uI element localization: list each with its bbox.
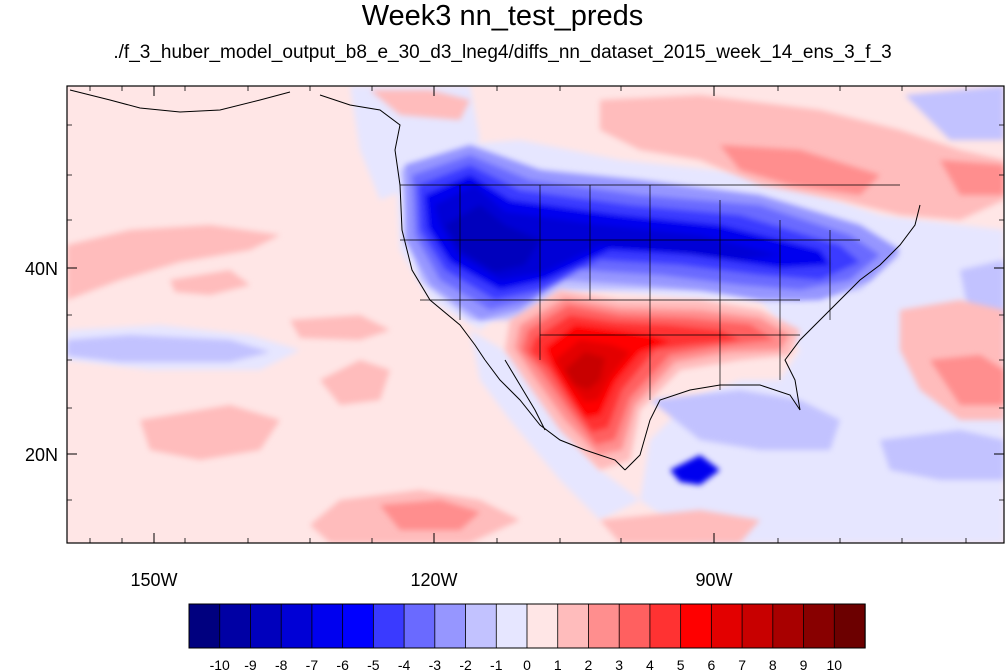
colorbar-label: 5	[677, 657, 685, 672]
x-tick-label: 150W	[130, 570, 177, 590]
colorbar-label: -1	[490, 657, 503, 672]
colorbar-label: -7	[306, 657, 319, 672]
map-title: Week3 nn_test_preds	[361, 0, 644, 32]
map-panel	[67, 86, 1004, 543]
colorbar-swatch	[250, 603, 282, 649]
colorbar-swatch	[680, 603, 713, 649]
colorbar-label: 9	[800, 657, 808, 672]
colorbar-swatch	[557, 603, 590, 649]
x-tick-label: 120W	[410, 570, 457, 590]
colorbar-label: -2	[459, 657, 472, 672]
colorbar-label: 1	[554, 657, 562, 672]
map-subtitle: ./f_3_huber_model_output_b8_e_30_d3_lneg…	[113, 42, 892, 63]
x-axis-labels: 150W 120W 90W	[130, 570, 732, 590]
state-boundaries	[400, 184, 900, 400]
colorbar-outline	[188, 603, 866, 649]
colorbar-label: 7	[738, 657, 746, 672]
colorbar-swatch	[280, 603, 313, 649]
colorbar-label: 10	[826, 657, 842, 672]
colorbar-swatch	[588, 603, 620, 649]
ocean-positive-patches-strong	[380, 145, 1004, 530]
colorbar-swatch	[434, 603, 467, 649]
colorbar-label: -4	[398, 657, 411, 672]
colorbar-swatch	[465, 603, 497, 649]
colorbar-label: 8	[769, 657, 777, 672]
x-tick-label: 90W	[695, 570, 732, 590]
strong-negative-areas	[405, 145, 900, 485]
colorbar-swatch	[403, 603, 436, 649]
map-frame	[66, 85, 1005, 544]
y-tick-label: 20N	[25, 445, 58, 465]
colorbar-label: -8	[275, 657, 288, 672]
colorbar-swatch	[188, 603, 221, 649]
colorbar-swatch	[495, 603, 528, 649]
colorbar-swatch	[803, 603, 835, 649]
colorbar-label: -5	[367, 657, 380, 672]
colorbar-label: 0	[523, 657, 531, 672]
colorbar-swatch	[526, 603, 559, 649]
colorbar-swatch	[833, 603, 866, 649]
coastlines	[69, 89, 921, 471]
colorbar-swatch	[649, 603, 682, 649]
colorbar-swatch	[618, 603, 651, 649]
colorbar-label: 6	[707, 657, 715, 672]
y-axis-labels: 40N 20N	[25, 259, 58, 465]
colorbar-swatch	[741, 603, 774, 649]
colorbar-label: 3	[615, 657, 623, 672]
colorbar-label: 2	[585, 657, 593, 672]
colorbar-swatch	[372, 603, 405, 649]
colorbar-label: -9	[244, 657, 257, 672]
colorbar-swatch	[342, 603, 375, 649]
y-tick-label: 40N	[25, 259, 58, 279]
colorbar-label: -10	[210, 657, 230, 672]
colorbar-swatch	[311, 603, 344, 649]
colorbar-label: -3	[429, 657, 442, 672]
colorbar-label: 4	[646, 657, 654, 672]
colorbar-swatch	[710, 603, 743, 649]
colorbar-label: -6	[336, 657, 349, 672]
colorbar-swatch	[219, 603, 252, 649]
colorbar: -10 -9 -8 -7 -6 -5 -4 -3 -2 -1 0 1 2 3 4 5 6 7 8 9 10	[188, 603, 866, 672]
colorbar-swatch	[772, 603, 805, 649]
